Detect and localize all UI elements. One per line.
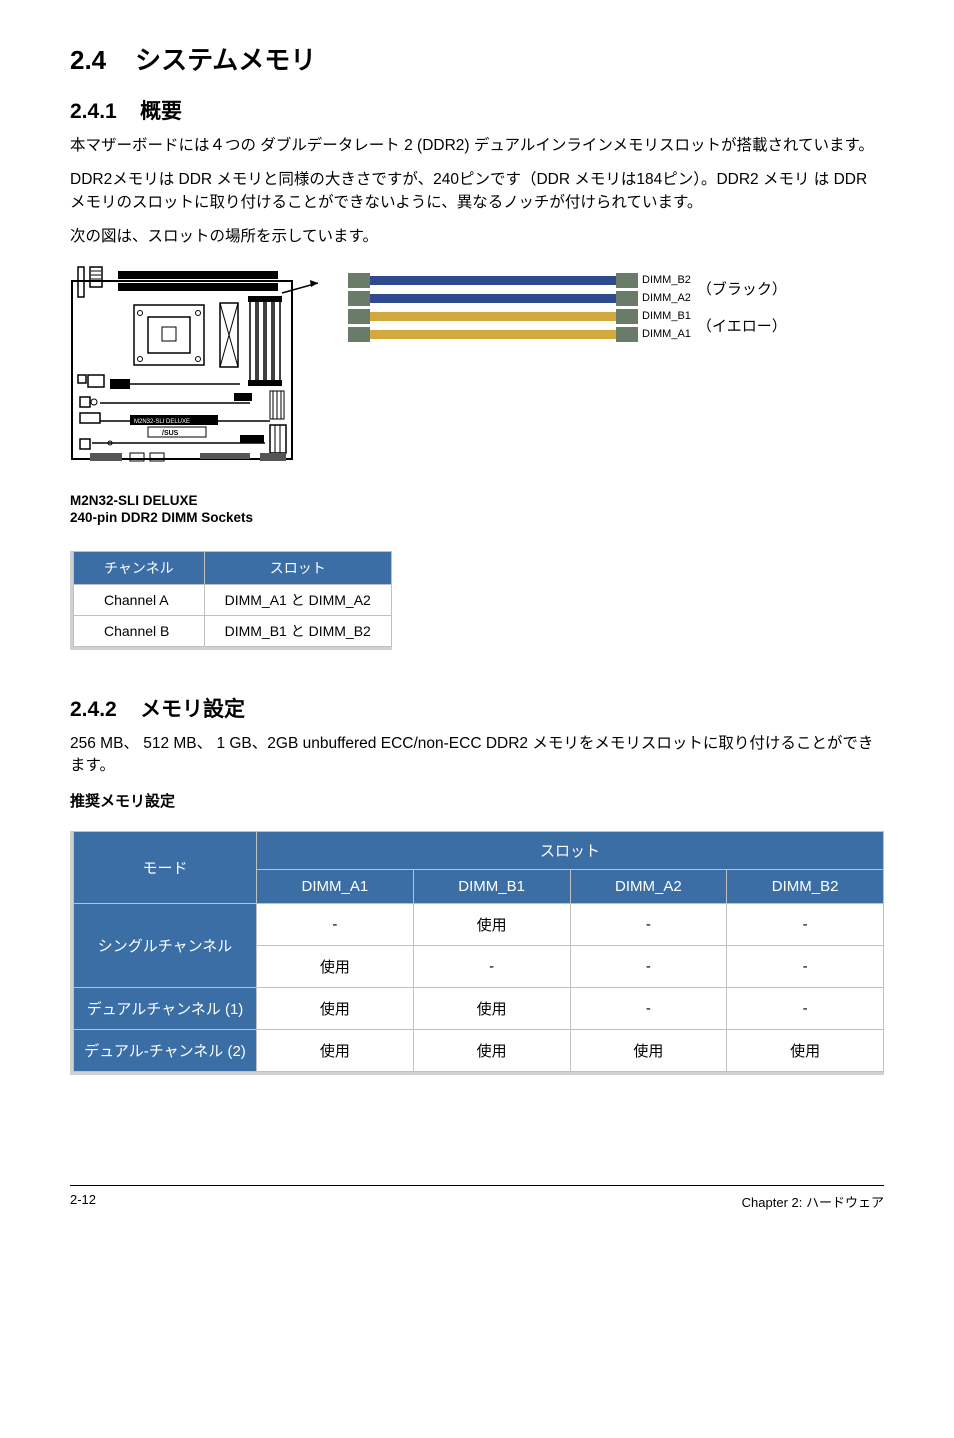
table-header: DIMM_B1 (413, 869, 570, 903)
cell: - (570, 987, 727, 1029)
table-row: Channel B DIMM_B1 と DIMM_B2 (74, 615, 392, 646)
channel-table: チャンネル スロット Channel A DIMM_A1 と DIMM_A2 C… (70, 551, 392, 650)
cell: DIMM_B1 と DIMM_B2 (204, 615, 391, 646)
mode-table: モード スロット DIMM_A1 DIMM_B1 DIMM_A2 DIMM_B2… (70, 831, 884, 1075)
table-header: モード (74, 831, 257, 903)
page-number: 2-12 (70, 1192, 96, 1211)
paragraph: DDR2メモリは DDR メモリと同様の大きさですが、240ピンです（DDR メ… (70, 169, 884, 214)
subsection-title: 2.4.1 概要 (70, 95, 884, 125)
dimm-color-yellow: （イエロー） (697, 315, 787, 336)
table-row: デュアルチャンネル (1) 使用 使用 - - (74, 987, 884, 1029)
subsection-title-text: 概要 (140, 100, 182, 123)
paragraph: 本マザーボードには４つの ダブルデータレート 2 (DDR2) デュアルインライ… (70, 135, 884, 157)
cell: - (413, 945, 570, 987)
page-footer: 2-12 Chapter 2: ハードウェア (70, 1185, 884, 1211)
paragraph: 256 MB、 512 MB、 1 GB、2GB unbuffered ECC/… (70, 733, 884, 778)
table-header: DIMM_A1 (257, 869, 414, 903)
mode-label: シングルチャンネル (74, 903, 257, 987)
cell: - (570, 945, 727, 987)
cell: 使用 (257, 945, 414, 987)
dimm-label: DIMM_B2 (642, 275, 691, 286)
cell: 使用 (570, 1029, 727, 1071)
table-header: スロット (257, 831, 884, 869)
dimm-slot-labels: DIMM_B2 DIMM_A2 DIMM_B1 DIMM_A1 (642, 275, 691, 340)
cell: 使用 (257, 987, 414, 1029)
mode-label: デュアルチャンネル (1) (74, 987, 257, 1029)
table-row: シングルチャンネル - 使用 - - (74, 903, 884, 945)
dimm-label: DIMM_B1 (642, 311, 691, 322)
cell: 使用 (727, 1029, 884, 1071)
dimm-label: DIMM_A2 (642, 293, 691, 304)
cell: Channel A (74, 584, 205, 615)
diagram-caption: M2N32-SLI DELUXE 240-pin DDR2 DIMM Socke… (70, 492, 318, 527)
table-header: DIMM_A2 (570, 869, 727, 903)
diagram-row: M2N32-SLI DELUXE /SUS (70, 263, 884, 527)
svg-text:/SUS: /SUS (162, 430, 179, 437)
cell: - (727, 903, 884, 945)
caption-line1: M2N32-SLI DELUXE (70, 493, 198, 508)
caption-line2: 240-pin DDR2 DIMM Sockets (70, 510, 253, 525)
table-row: Channel A DIMM_A1 と DIMM_A2 (74, 584, 392, 615)
cell: 使用 (413, 903, 570, 945)
cell: 使用 (413, 987, 570, 1029)
table-header: スロット (204, 551, 391, 584)
subsection-title-text: メモリ設定 (140, 698, 245, 721)
cell: - (727, 945, 884, 987)
subsection-number: 2.4.1 (70, 100, 117, 123)
motherboard-diagram: M2N32-SLI DELUXE /SUS (70, 263, 318, 527)
section-title-text: システムメモリ (135, 45, 316, 75)
mode-label: デュアル-チャンネル (2) (74, 1029, 257, 1071)
svg-text:M2N32-SLI DELUXE: M2N32-SLI DELUXE (134, 419, 190, 425)
chapter-label: Chapter 2: ハードウェア (742, 1192, 884, 1211)
section-number: 2.4 (70, 45, 106, 75)
cell: Channel B (74, 615, 205, 646)
subsection-title: 2.4.2 メモリ設定 (70, 693, 884, 723)
paragraph: 次の図は、スロットの場所を示しています。 (70, 226, 884, 248)
section-title: 2.4 システムメモリ (70, 40, 884, 77)
table-header: チャンネル (74, 551, 205, 584)
cell: - (727, 987, 884, 1029)
cell: 使用 (257, 1029, 414, 1071)
cell: - (257, 903, 414, 945)
cell: - (570, 903, 727, 945)
cell: DIMM_A1 と DIMM_A2 (204, 584, 391, 615)
table-row: デュアル-チャンネル (2) 使用 使用 使用 使用 (74, 1029, 884, 1071)
dimm-color-black: （ブラック） (697, 278, 787, 299)
dimm-label: DIMM_A1 (642, 329, 691, 340)
dimm-photo-stack: DIMM_B2 DIMM_A2 DIMM_B1 DIMM_A1 （ブラック） （… (348, 273, 787, 342)
dimm-color-labels: （ブラック） （イエロー） (697, 278, 787, 336)
cell: 使用 (413, 1029, 570, 1071)
recommended-title: 推奨メモリ設定 (70, 790, 884, 811)
subsection-number: 2.4.2 (70, 698, 117, 721)
table-header: DIMM_B2 (727, 869, 884, 903)
